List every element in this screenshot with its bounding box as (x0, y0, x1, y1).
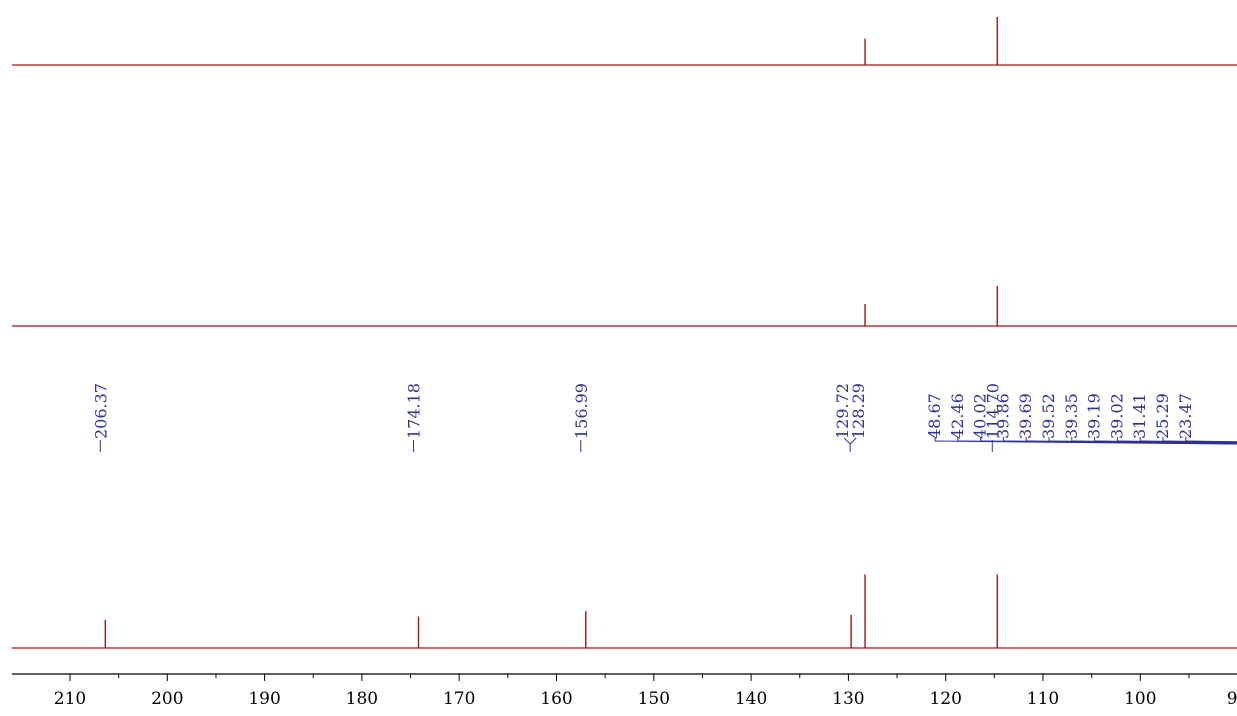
pair-bracket-b-7 (849, 437, 857, 445)
peak-label-17: 39.02 (1107, 393, 1126, 439)
peak-label-18: 31.41 (1130, 393, 1149, 439)
peak-label-6: 128.29 (849, 383, 868, 439)
peak-label-16: 39.19 (1085, 393, 1104, 439)
peak-label-13: 39.69 (1016, 393, 1035, 439)
peak-label-10: 42.46 (948, 393, 967, 439)
x-tick-label: 120 (929, 689, 961, 709)
peak-label-20: 23.47 (1176, 393, 1195, 439)
peak-label-11: 40.02 (971, 393, 990, 439)
x-tick-label: 190 (248, 689, 280, 709)
x-tick-label: 90 (1227, 689, 1237, 709)
peak-label-2: 156.99 (572, 383, 591, 439)
spectrum-panel-1 (12, 17, 1237, 66)
peak-label-layer: 206.37174.18156.99114.7061.58129.72128.2… (91, 383, 1237, 452)
peak-label-3: 114.70 (983, 383, 1002, 439)
peak-label-14: 39.52 (1039, 393, 1058, 439)
peak-label-19: 25.29 (1153, 393, 1172, 439)
spectrum-panel-3 (12, 574, 1237, 649)
x-tick-label: 140 (735, 689, 767, 709)
x-tick-label: 170 (443, 689, 475, 709)
spectrum-panels (12, 17, 1237, 649)
peak-label-5: 129.72 (833, 383, 852, 439)
x-tick-label: 210 (54, 689, 86, 709)
x-tick-label: 200 (151, 689, 183, 709)
pair-bracket-a-7 (843, 437, 851, 445)
peak-label-1: 174.18 (405, 383, 424, 439)
peak-label-12: 39.86 (993, 393, 1012, 439)
x-tick-label: 130 (832, 689, 864, 709)
x-tick-label: 160 (540, 689, 572, 709)
x-tick-label: 150 (638, 689, 670, 709)
peak-label-0: 206.37 (91, 383, 110, 439)
x-tick-label: 100 (1124, 689, 1156, 709)
ppm-axis: 2102001901801701601501401301201101009080… (12, 673, 1237, 709)
x-tick-label: 110 (1027, 689, 1059, 709)
peak-label-9: 48.67 (925, 393, 944, 439)
peak-label-15: 39.35 (1062, 393, 1081, 439)
spectrum-panel-2 (12, 286, 1237, 327)
x-tick-label: 180 (346, 689, 378, 709)
